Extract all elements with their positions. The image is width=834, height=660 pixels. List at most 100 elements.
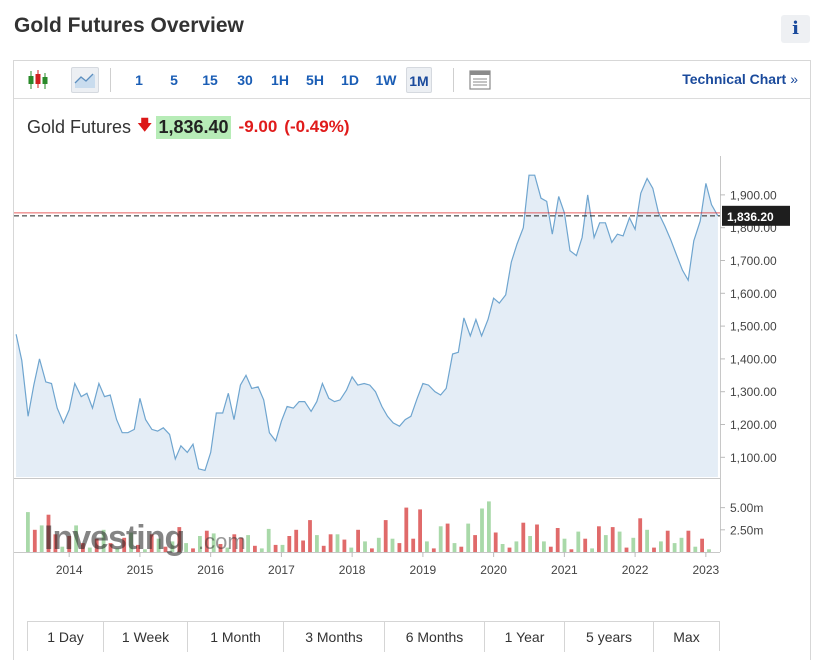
chart-panel: 1 5 15 30 1H 5H 1D 1W 1M Technical Chart» Gold F… — [13, 60, 811, 660]
volume-bar — [597, 526, 601, 552]
range-1-day[interactable]: 1 Day — [28, 622, 104, 652]
volume-bar — [535, 524, 539, 552]
volume-bar — [425, 541, 429, 552]
period-5[interactable]: 5 — [170, 72, 178, 88]
volume-bar — [335, 534, 340, 553]
volume-bar — [149, 534, 154, 553]
volume-bar — [466, 523, 471, 552]
arrow-down-icon: 🡇 — [137, 116, 153, 134]
volume-bar — [232, 534, 237, 553]
volume-bar — [156, 538, 161, 552]
range-3-months[interactable]: 3 Months — [284, 622, 385, 652]
volume-bar — [60, 546, 65, 552]
x-tick-label: 2023 — [693, 563, 720, 577]
price-chart[interactable]: 1,100.00 1,200.00 1,300.00 1,400.00 1,500.00… — [14, 61, 810, 621]
volume-bar — [239, 537, 244, 552]
volume-bar — [218, 544, 223, 552]
volume-bar — [363, 541, 367, 552]
volume-bar — [514, 541, 519, 552]
volume-bar — [610, 527, 615, 552]
volume-bar — [638, 518, 643, 552]
volume-bar — [225, 547, 230, 552]
volume-bar — [198, 536, 202, 552]
volume-bar — [122, 537, 127, 552]
volume-bar — [170, 541, 175, 552]
info-button[interactable]: i — [781, 15, 810, 43]
volume-bar — [411, 538, 416, 552]
volume-bar — [390, 538, 395, 552]
volume-bar — [46, 514, 51, 552]
range-1-year[interactable]: 1 Year — [485, 622, 565, 652]
volume-bar — [500, 544, 505, 552]
candlestick-icon[interactable] — [25, 67, 53, 93]
period-1h[interactable]: 1H — [271, 72, 289, 88]
volume-bar — [700, 538, 704, 552]
period-1d[interactable]: 1D — [341, 72, 359, 88]
period-1m[interactable]: 1M — [406, 67, 432, 93]
watermark-logo: Investing — [44, 519, 184, 557]
volume-bar — [204, 530, 209, 552]
candlestick-svg — [28, 70, 48, 89]
period-15[interactable]: 15 — [202, 72, 218, 88]
volume-bar — [542, 541, 546, 552]
x-tick-label: 2015 — [127, 563, 154, 577]
volume-bar — [115, 548, 120, 552]
price-change-percent: (-0.49%) — [284, 117, 350, 136]
volume-bar — [67, 536, 72, 552]
area-chart-svg — [74, 73, 95, 88]
period-1[interactable]: 1 — [135, 72, 143, 88]
y-tick-label: 1,900.00 — [730, 188, 777, 202]
technical-chart-link[interactable]: Technical Chart» — [682, 71, 798, 87]
volume-bar — [163, 546, 168, 552]
volume-tick-label: 2.50m — [730, 523, 763, 537]
period-1w[interactable]: 1W — [375, 72, 397, 88]
price-change: -9.00 — [238, 117, 278, 136]
quote-summary: Gold Futures 🡇 1,836.40 -9.00 (-0.49%) — [27, 114, 349, 140]
range-1-week[interactable]: 1 Week — [104, 622, 188, 652]
period-5h[interactable]: 5H — [306, 72, 324, 88]
volume-bar — [308, 520, 312, 552]
volume-bar — [672, 543, 677, 552]
y-tick-label: 1,400.00 — [730, 352, 777, 366]
volume-bar — [129, 532, 133, 552]
volume-bar — [659, 541, 663, 552]
range-6-months[interactable]: 6 Months — [385, 622, 485, 652]
x-tick-label: 2014 — [56, 563, 83, 577]
range-5-years[interactable]: 5 years — [565, 622, 654, 652]
volume-bar — [438, 526, 443, 552]
range-1-month[interactable]: 1 Month — [188, 622, 284, 652]
volume-bar — [294, 529, 299, 552]
volume-bar — [342, 539, 347, 552]
layout-icon[interactable] — [466, 67, 494, 93]
volume-bar — [397, 543, 402, 552]
x-tick-label: 2021 — [551, 563, 578, 577]
volume-bar — [370, 548, 374, 552]
y-tick-label: 1,500.00 — [730, 320, 777, 334]
volume-bar — [315, 535, 319, 552]
range-max[interactable]: Max — [654, 622, 719, 652]
volume-bar — [246, 535, 250, 552]
volume-bar — [191, 548, 195, 552]
volume-bar — [562, 538, 567, 552]
volume-bar — [487, 501, 491, 552]
volume-bar — [569, 549, 574, 552]
volume-bar — [404, 507, 409, 552]
volume-bar — [507, 547, 512, 552]
volume-bar — [328, 534, 333, 553]
period-30[interactable]: 30 — [237, 72, 253, 88]
volume-bar — [521, 522, 526, 552]
volume-bar — [273, 544, 278, 552]
volume-bar — [631, 537, 636, 552]
volume-bar — [686, 530, 691, 552]
volume-bar — [266, 528, 271, 552]
volume-bar — [39, 525, 44, 552]
volume-bar — [349, 547, 354, 552]
volume-bar — [143, 549, 147, 552]
volume-bar — [617, 531, 622, 552]
last-price-label-bg — [722, 205, 790, 226]
x-tick-label: 2022 — [622, 563, 649, 577]
volume-bar — [418, 509, 422, 552]
volume-bar — [74, 525, 78, 552]
area-chart-icon[interactable] — [71, 67, 99, 93]
toolbar-divider — [110, 68, 111, 92]
